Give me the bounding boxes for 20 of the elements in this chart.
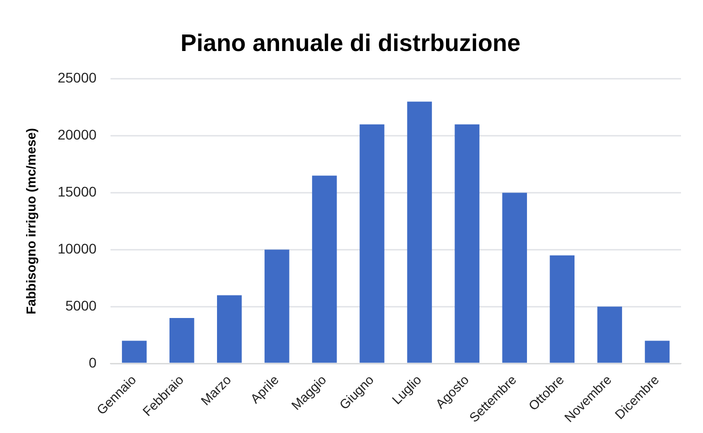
y-tick-label: 10000 [58, 240, 97, 257]
chart-title: Piano annuale di distrbuzione [180, 30, 521, 58]
y-tick-label: 25000 [58, 70, 97, 86]
y-tick-label: 15000 [58, 184, 97, 200]
bar [122, 340, 147, 363]
y-tick-label: 20000 [58, 126, 97, 143]
bar [360, 124, 384, 363]
bar [312, 176, 337, 363]
bar [169, 318, 194, 363]
bar [264, 250, 290, 363]
bar [644, 340, 670, 363]
bar [550, 255, 575, 363]
y-tick-label: 5000 [65, 297, 97, 314]
bar [502, 192, 527, 363]
y-tick-label: 0 [88, 354, 97, 370]
bar [217, 295, 242, 363]
bar [407, 102, 432, 363]
bar [454, 124, 480, 363]
y-axis-title: Fabbisogno irriguo (mc/mese) [23, 128, 38, 314]
bar [597, 306, 622, 363]
